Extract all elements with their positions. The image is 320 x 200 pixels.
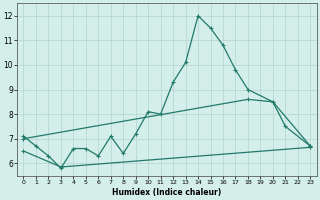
X-axis label: Humidex (Indice chaleur): Humidex (Indice chaleur) — [112, 188, 221, 197]
